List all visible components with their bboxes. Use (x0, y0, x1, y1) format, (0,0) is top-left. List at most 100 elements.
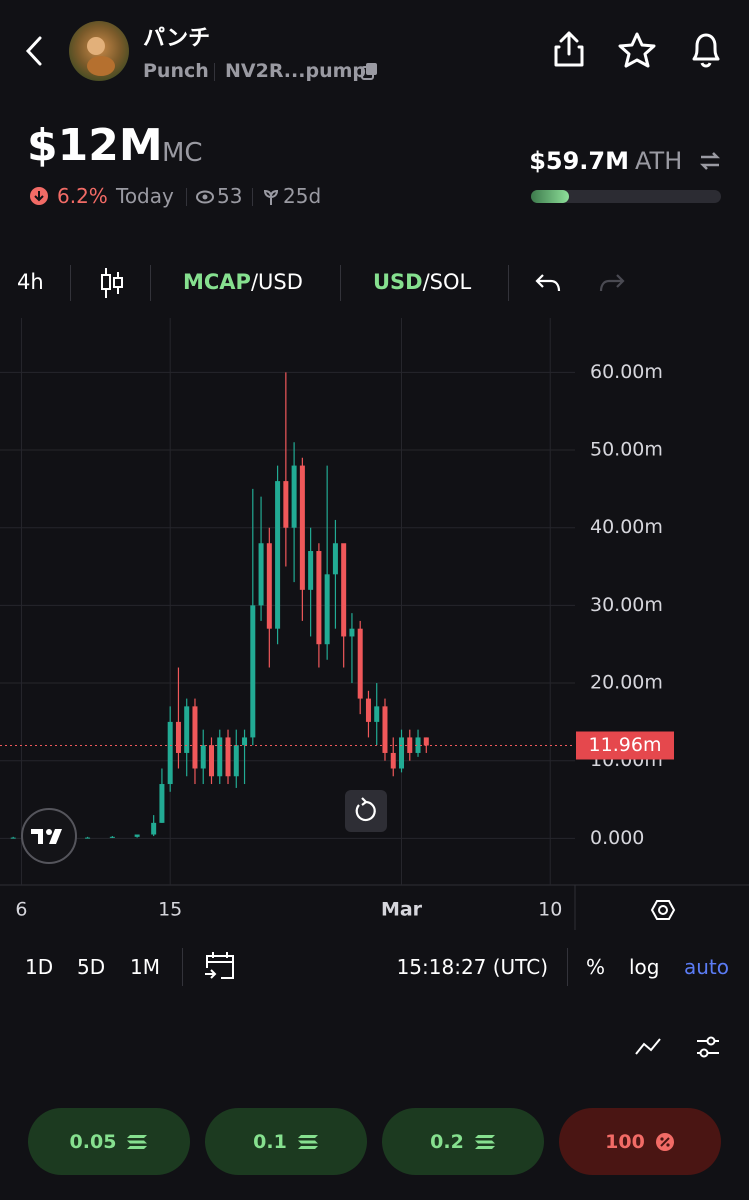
separator (252, 188, 253, 206)
favorite-button[interactable] (617, 31, 657, 69)
candle-body (266, 543, 272, 629)
reset-chart-button[interactable] (345, 790, 387, 832)
quick-sell-button[interactable]: 100 (559, 1108, 721, 1175)
x-tick-label: Mar (381, 899, 423, 921)
candle-body (357, 628, 363, 699)
range-button[interactable]: 5D (77, 955, 106, 979)
token-symbol: Punch (143, 60, 209, 82)
candle-body (250, 605, 256, 738)
views-count: 53 (217, 184, 243, 208)
market-cap: $12M (27, 120, 163, 171)
amount: 0.05 (69, 1130, 117, 1153)
candle-body (349, 628, 355, 637)
last-price-badge (576, 731, 674, 760)
market-cap-unit: MC (162, 138, 203, 168)
usd-pair: /SOL (422, 270, 472, 294)
back-button[interactable] (20, 34, 48, 68)
alert-button[interactable] (688, 30, 724, 70)
candle-body (316, 551, 322, 645)
log-scale-button[interactable]: log (629, 955, 660, 979)
candle-body (109, 836, 115, 838)
mcap-toggle[interactable]: MCAP/USD (183, 270, 303, 294)
candle-body (365, 698, 371, 722)
y-tick-label: 50.00m (590, 439, 663, 461)
auto-scale-button[interactable]: auto (684, 955, 730, 979)
quick-buy-button[interactable]: 0.1 (205, 1108, 367, 1175)
usd-option: USD (373, 270, 423, 294)
candle-body (299, 465, 305, 590)
ath-label: ATH (635, 147, 683, 175)
candle-body (225, 737, 231, 777)
candle-body (382, 706, 388, 753)
price-chart: 0.00010.00m20.00m30.00m40.00m50.00m60.00… (0, 318, 749, 930)
candle-body (308, 551, 314, 590)
token-avatar (69, 21, 129, 81)
x-tick-label: 15 (158, 899, 182, 921)
ath-progress-track (531, 190, 721, 203)
currency-toggle[interactable]: USD/SOL (373, 270, 471, 294)
separator (508, 265, 509, 301)
candle-body (415, 737, 421, 753)
candle-body (134, 834, 140, 837)
candle-body (184, 706, 190, 753)
redo-button[interactable] (598, 272, 626, 294)
age-icon (263, 189, 279, 205)
price-change: 6.2% (57, 184, 108, 208)
candle-body (258, 543, 264, 606)
mcap-option: MCAP (183, 270, 251, 294)
separator (70, 265, 71, 301)
candle-body (233, 745, 239, 777)
candle-body (242, 737, 248, 746)
settings-icon[interactable] (650, 900, 676, 920)
separator (340, 265, 341, 301)
candle-body (390, 752, 396, 769)
candle-body (291, 465, 297, 528)
chart-style-button[interactable] (99, 266, 125, 300)
separator (567, 948, 568, 986)
range-button[interactable]: 1M (130, 955, 160, 979)
tradingview-logo[interactable] (20, 807, 78, 865)
candle-body (217, 737, 223, 777)
undo-button[interactable] (534, 272, 562, 294)
x-tick-label: 10 (538, 899, 562, 921)
views-icon (196, 190, 214, 204)
candle-body (407, 737, 413, 753)
quick-buy-button[interactable]: 0.05 (28, 1108, 190, 1175)
y-tick-label: 20.00m (590, 672, 663, 694)
candle-body (374, 706, 380, 722)
x-tick-label: 6 (15, 899, 27, 921)
share-button[interactable] (552, 30, 586, 68)
separator (182, 948, 183, 986)
sol-icon (474, 1134, 495, 1149)
quick-buy-button[interactable]: 0.2 (382, 1108, 544, 1175)
amount: 100 (605, 1130, 645, 1153)
swap-icon[interactable] (698, 149, 722, 173)
copy-icon[interactable] (361, 62, 379, 80)
candle-body (332, 543, 338, 575)
y-tick-label: 40.00m (590, 516, 663, 538)
date-range-button[interactable] (203, 950, 237, 982)
change-down-icon (30, 187, 48, 205)
clock: 15:18:27 (UTC) (396, 955, 548, 979)
interval-button[interactable]: 4h (17, 270, 44, 294)
percent-icon (655, 1132, 674, 1151)
last-price-label: 11.96m (589, 734, 662, 756)
range-button[interactable]: 1D (25, 955, 54, 979)
candle-body (192, 706, 198, 769)
amount: 0.1 (253, 1130, 287, 1153)
ath-progress-fill (531, 190, 569, 203)
candle-body (208, 745, 214, 777)
mcap-pair: /USD (250, 270, 303, 294)
candle-body (159, 784, 165, 823)
indicator-button[interactable] (634, 1036, 662, 1058)
token-age: 25d (283, 184, 322, 208)
candle-body (10, 837, 16, 839)
sol-icon (297, 1134, 318, 1149)
percent-scale-button[interactable]: % (586, 955, 606, 979)
candle-body (423, 737, 429, 746)
candle-body (341, 543, 347, 637)
candle-body (167, 721, 173, 785)
chart-settings-button[interactable] (695, 1034, 721, 1060)
change-period: Today (116, 184, 174, 208)
